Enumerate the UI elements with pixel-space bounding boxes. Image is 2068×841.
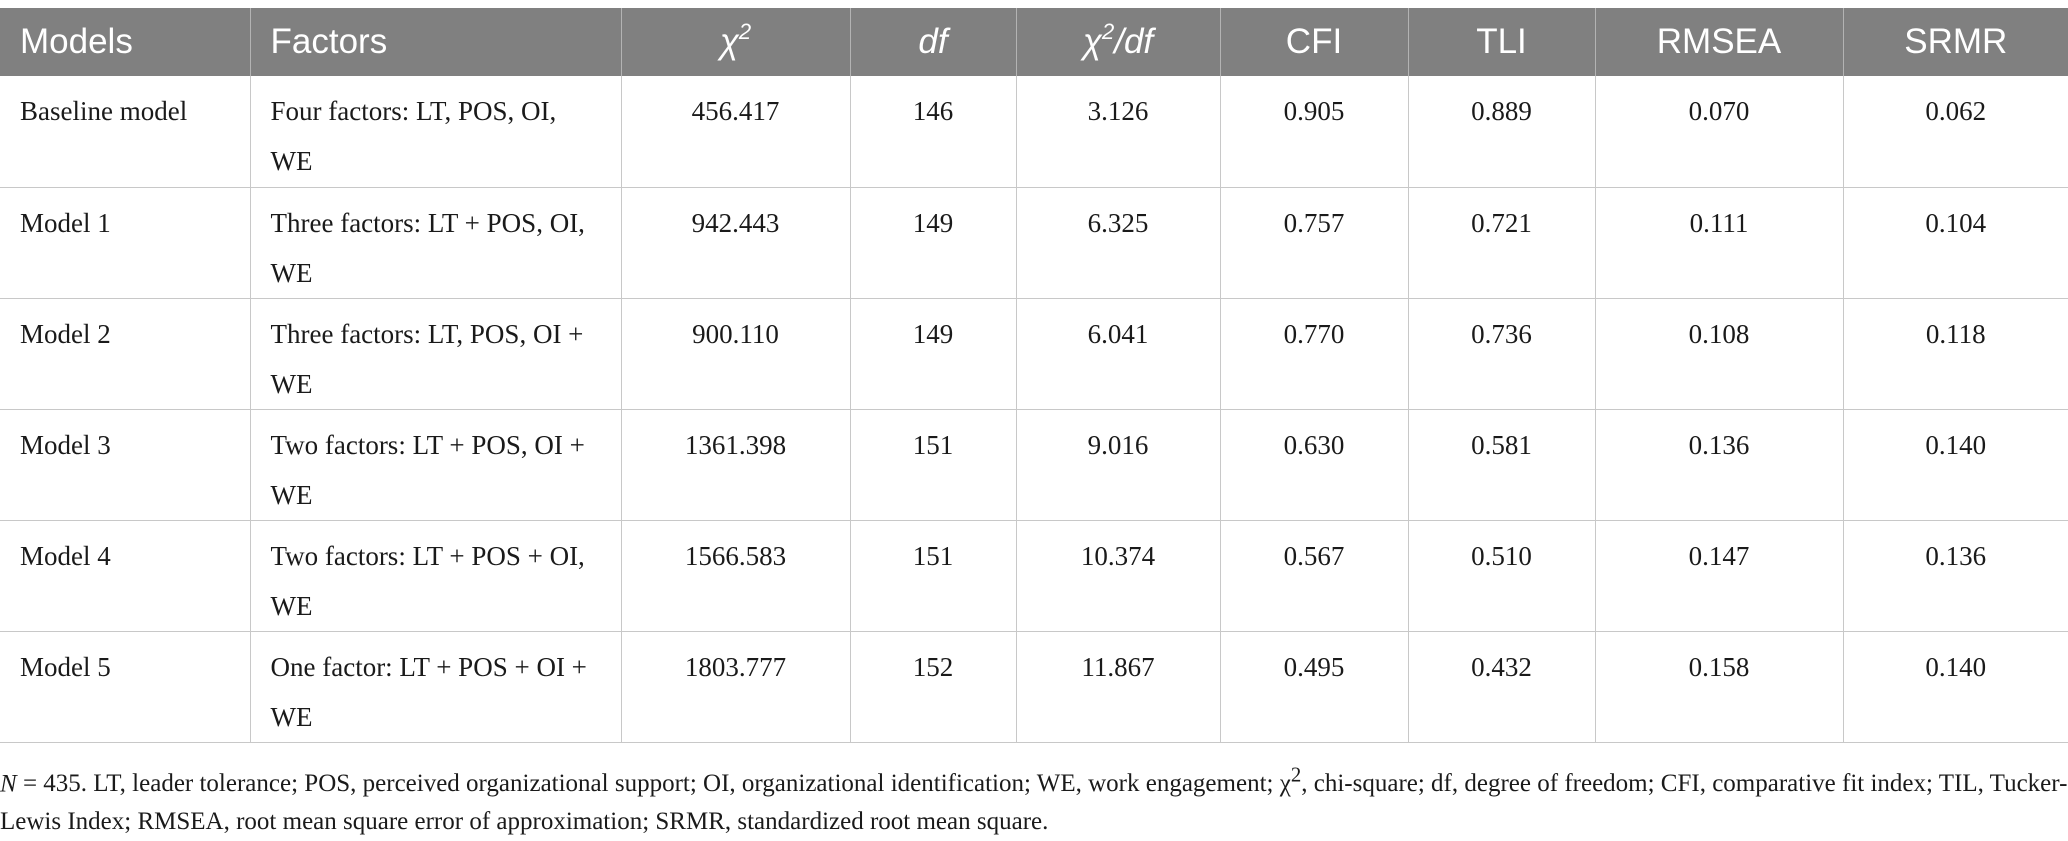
srmr-value: 0.104 [1842, 187, 2068, 299]
table-row: Baseline model Four factors: LT, POS, OI,… [0, 76, 2068, 188]
chi2-df-value: 3.126 [1015, 76, 1220, 188]
cfi-value: 0.770 [1219, 298, 1408, 410]
rmsea-value: 0.070 [1594, 76, 1843, 188]
table-row: Model 3 Two factors: LT + POS, OI + WE 136… [0, 409, 2068, 521]
srmr-value: 0.136 [1842, 520, 2068, 632]
header-chi2-df: χ2/df [1015, 8, 1220, 76]
model-fit-table: Models Factors χ2 df χ2/df CFI TLI RMSEA… [0, 8, 2068, 743]
model-name: Model 3 [0, 409, 250, 521]
model-name: Model 4 [0, 520, 250, 632]
rmsea-value: 0.111 [1594, 187, 1843, 299]
header-rmsea: RMSEA [1594, 8, 1843, 76]
footnote-text: = 435. LT, leader tolerance; POS, percei… [0, 763, 2068, 836]
table-row: Model 5 One factor: LT + POS + OI + WE 180… [0, 631, 2068, 743]
chi2-df-value: 10.374 [1015, 520, 1220, 632]
chi2-value: 1803.777 [620, 631, 850, 743]
df-value: 149 [849, 187, 1016, 299]
footnote-n-label: N [0, 770, 17, 798]
table-header-row: Models Factors χ2 df χ2/df CFI TLI RMSEA… [0, 8, 2068, 76]
model-factors: Three factors: LT + POS, OI, WE [249, 187, 621, 299]
model-factors: One factor: LT + POS + OI + WE [249, 631, 621, 743]
table-body: Baseline model Four factors: LT, POS, OI,… [0, 76, 2068, 743]
chi2-value: 900.110 [620, 298, 850, 410]
tli-value: 0.889 [1407, 76, 1595, 188]
tli-value: 0.510 [1407, 520, 1595, 632]
df-value: 146 [849, 76, 1016, 188]
model-name: Baseline model [0, 76, 250, 188]
chi2-value: 942.443 [620, 187, 850, 299]
srmr-value: 0.062 [1842, 76, 2068, 188]
header-tli: TLI [1407, 8, 1595, 76]
model-factors: Four factors: LT, POS, OI, WE [249, 76, 621, 188]
tli-value: 0.432 [1407, 631, 1595, 743]
df-value: 149 [849, 298, 1016, 410]
chi2-df-value: 6.325 [1015, 187, 1220, 299]
table-footnote: N = 435. LT, leader tolerance; POS, perc… [0, 756, 2068, 841]
table-row: Model 4 Two factors: LT + POS + OI, WE 156… [0, 520, 2068, 632]
header-chi2: χ2 [620, 8, 850, 76]
model-name: Model 1 [0, 187, 250, 299]
srmr-value: 0.140 [1842, 631, 2068, 743]
table-row: Model 2 Three factors: LT, POS, OI + WE 90… [0, 298, 2068, 410]
chi2-df-value: 9.016 [1015, 409, 1220, 521]
header-cfi: CFI [1219, 8, 1408, 76]
table-row: Model 1 Three factors: LT + POS, OI, WE 94… [0, 187, 2068, 299]
rmsea-value: 0.136 [1594, 409, 1843, 521]
cfi-value: 0.567 [1219, 520, 1408, 632]
tli-value: 0.736 [1407, 298, 1595, 410]
rmsea-value: 0.108 [1594, 298, 1843, 410]
model-factors: Three factors: LT, POS, OI + WE [249, 298, 621, 410]
cfi-value: 0.757 [1219, 187, 1408, 299]
df-value: 151 [849, 520, 1016, 632]
model-factors: Two factors: LT + POS, OI + WE [249, 409, 621, 521]
model-name: Model 5 [0, 631, 250, 743]
cfi-value: 0.630 [1219, 409, 1408, 521]
rmsea-value: 0.147 [1594, 520, 1843, 632]
chi2-value: 456.417 [620, 76, 850, 188]
chi2-df-value: 6.041 [1015, 298, 1220, 410]
cfi-value: 0.495 [1219, 631, 1408, 743]
model-factors: Two factors: LT + POS + OI, WE [249, 520, 621, 632]
cfi-value: 0.905 [1219, 76, 1408, 188]
header-df: df [849, 8, 1016, 76]
chi2-value: 1566.583 [620, 520, 850, 632]
df-value: 152 [849, 631, 1016, 743]
tli-value: 0.581 [1407, 409, 1595, 521]
model-name: Model 2 [0, 298, 250, 410]
tli-value: 0.721 [1407, 187, 1595, 299]
chi2-df-value: 11.867 [1015, 631, 1220, 743]
srmr-value: 0.118 [1842, 298, 2068, 410]
header-factors: Factors [249, 8, 621, 76]
df-value: 151 [849, 409, 1016, 521]
header-srmr: SRMR [1842, 8, 2068, 76]
header-models: Models [20, 22, 133, 61]
srmr-value: 0.140 [1842, 409, 2068, 521]
rmsea-value: 0.158 [1594, 631, 1843, 743]
chi2-value: 1361.398 [620, 409, 850, 521]
